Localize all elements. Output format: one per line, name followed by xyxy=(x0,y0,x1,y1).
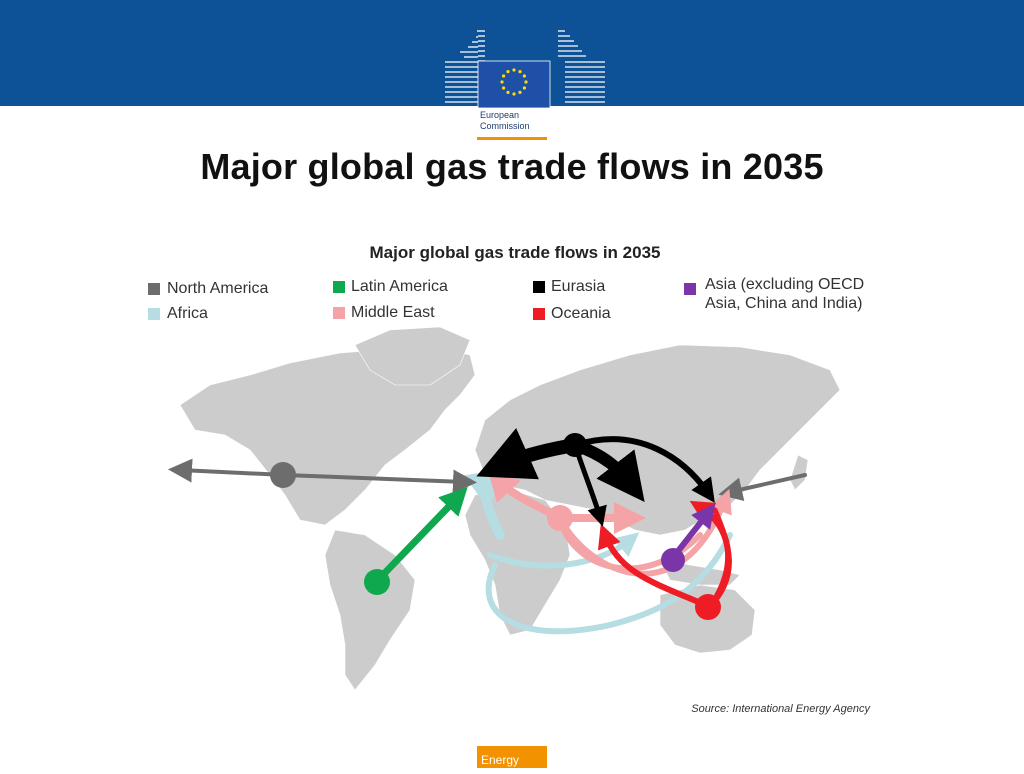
legend-swatch-africa xyxy=(148,308,160,320)
north-america-flows xyxy=(168,458,807,502)
latin-america-hub xyxy=(364,569,390,595)
commission-building-icon xyxy=(445,30,605,109)
oceania-hub xyxy=(695,594,721,620)
source-note: Source: International Energy Agency xyxy=(691,703,870,715)
european-commission-logo xyxy=(440,26,610,144)
legend-swatch-north-america xyxy=(148,283,160,295)
slide-title: Major global gas trade flows in 2035 xyxy=(200,146,824,187)
legend-swatch-eurasia xyxy=(533,281,545,293)
eurasia-shape xyxy=(474,344,841,536)
legend-swatch-asia xyxy=(684,283,696,295)
world-map xyxy=(168,326,841,691)
eu-stars-icon xyxy=(500,68,528,96)
logo-line-2: Commission xyxy=(480,121,530,131)
legend-oceania: Oceania xyxy=(551,305,611,322)
legend-eurasia: Eurasia xyxy=(551,278,606,295)
greenland-shape xyxy=(354,326,471,386)
north-america-shape xyxy=(179,346,476,526)
footer-energy-tag: Energy xyxy=(477,746,547,768)
legend-africa: Africa xyxy=(167,305,208,322)
middle-east-hub xyxy=(547,505,573,531)
logo-underline xyxy=(477,137,547,140)
legend-swatch-latin-america xyxy=(333,281,345,293)
logo-text: European Commission xyxy=(480,110,530,132)
japan-shape xyxy=(789,454,809,491)
legend-asia: Asia (excluding OECD Asia, China and Ind… xyxy=(705,276,865,312)
asia-hub xyxy=(661,548,685,572)
legend-latin-america: Latin America xyxy=(351,278,448,295)
logo-line-1: European xyxy=(480,110,520,120)
legend-middle-east: Middle East xyxy=(351,304,435,321)
asia-flow xyxy=(672,503,716,558)
legend-swatch-oceania xyxy=(533,308,545,320)
legend-swatch-middle-east xyxy=(333,307,345,319)
figure-title: Major global gas trade flows in 2035 xyxy=(369,243,661,262)
gas-flow-map-figure: Major global gas trade flows in 2035 Nor… xyxy=(140,235,890,720)
eurasia-hub xyxy=(563,433,587,457)
continents xyxy=(179,326,841,691)
north-america-hub xyxy=(270,462,296,488)
legend-north-america: North America xyxy=(167,280,269,297)
latin-america-flow xyxy=(374,486,468,584)
